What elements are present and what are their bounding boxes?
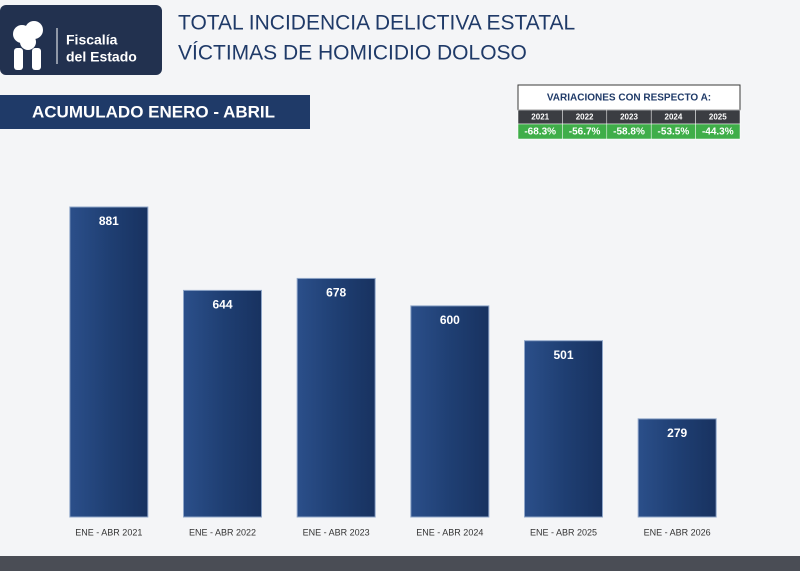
variation-label: -44.3% bbox=[702, 127, 734, 138]
variation-cell bbox=[695, 123, 741, 140]
x-tick-label: ENE - ABR 2026 bbox=[644, 527, 711, 537]
variation-label: -68.3% bbox=[524, 127, 556, 138]
data-label: 678 bbox=[326, 286, 346, 300]
banner bbox=[0, 95, 310, 129]
bars: 881 ENE - ABR 2021 644 ENE - ABR 2022 678 ENE… bbox=[69, 206, 717, 537]
x-tick-label: ENE - ABR 2025 bbox=[530, 527, 597, 537]
variation-label: -58.8% bbox=[613, 127, 645, 138]
title: VÍCTIMAS DE HOMICIDIO DOLOSO bbox=[178, 42, 527, 65]
bar bbox=[183, 289, 262, 518]
year-label: 2023 bbox=[620, 113, 638, 122]
year-label: 2022 bbox=[576, 113, 594, 122]
variation-label: -53.5% bbox=[658, 127, 690, 138]
bar bbox=[410, 305, 490, 518]
variations-table: 2021 -68.3% 2022 -56.7% 2023 -58.8% 2024 -53.5%… bbox=[517, 109, 741, 140]
bar bbox=[524, 340, 603, 518]
screen-edge bbox=[0, 556, 800, 571]
data-label: 501 bbox=[553, 348, 573, 362]
data-label: 279 bbox=[667, 426, 687, 440]
data-label: 644 bbox=[212, 298, 232, 312]
year-label: 2024 bbox=[665, 113, 683, 122]
data-label: 600 bbox=[440, 313, 460, 327]
logo-text: Fiscalía bbox=[66, 32, 118, 48]
title: TOTAL INCIDENCIA DELICTIVA ESTATAL bbox=[178, 12, 575, 35]
x-tick-label: ENE - ABR 2023 bbox=[303, 527, 370, 537]
x-tick-label: ENE - ABR 2022 bbox=[189, 527, 256, 537]
bar bbox=[637, 418, 717, 518]
year-label: 2025 bbox=[709, 113, 727, 122]
logo-icon bbox=[13, 21, 43, 70]
variations-title: VARIACIONES CON RESPECTO A: bbox=[547, 93, 711, 104]
variations-header bbox=[517, 84, 741, 111]
logo-text: del Estado bbox=[66, 49, 137, 65]
x-tick-label: ENE - ABR 2021 bbox=[75, 527, 142, 537]
banner-text: ACUMULADO ENERO - ABRIL bbox=[32, 102, 275, 121]
bar bbox=[69, 206, 149, 518]
data-label: 881 bbox=[99, 214, 119, 228]
bar bbox=[296, 277, 376, 518]
x-tick-label: ENE - ABR 2024 bbox=[416, 527, 483, 537]
variation-label: -56.7% bbox=[569, 127, 601, 138]
year-label: 2021 bbox=[531, 113, 549, 122]
